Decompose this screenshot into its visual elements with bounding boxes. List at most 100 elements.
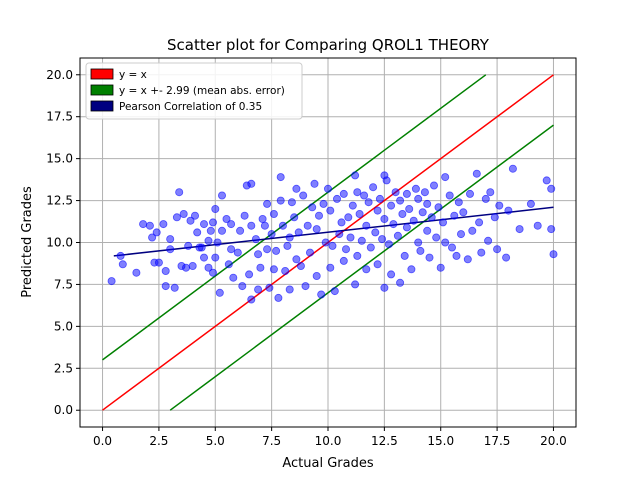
scatter-point — [118, 260, 127, 269]
scatter-point — [204, 236, 213, 245]
scatter-point — [263, 245, 272, 254]
scatter-point — [301, 282, 310, 291]
scatter-point — [256, 263, 265, 272]
scatter-point — [447, 243, 456, 252]
scatter-point — [116, 251, 125, 260]
scatter-point — [206, 226, 215, 235]
scatter-point — [245, 270, 254, 279]
scatter-point — [326, 263, 335, 272]
scatter-point — [321, 238, 330, 247]
scatter-point — [389, 220, 398, 229]
x-axis-ticks: 0.0 2.5 5.0 7.5 10.0 12.5 15.0 17.5 20.0 — [93, 427, 567, 448]
scatter-point — [490, 213, 499, 222]
scatter-point — [152, 228, 161, 237]
scatter-point — [312, 225, 321, 234]
scatter-point — [454, 198, 463, 207]
scatter-point — [213, 238, 222, 247]
scatter-point — [353, 251, 362, 260]
scatter-point — [432, 233, 441, 242]
scatter-point — [351, 171, 360, 180]
scatter-point — [269, 209, 278, 218]
scatter-point — [204, 263, 213, 272]
scatter-point — [508, 164, 517, 173]
y-axis-label: Predicted Grades — [20, 186, 35, 298]
scatter-point — [190, 211, 199, 220]
scatter-point — [215, 288, 224, 297]
scatter-point — [265, 283, 274, 292]
scatter-point — [314, 211, 323, 220]
y-tick-label: 7.5 — [54, 277, 73, 291]
scatter-point — [504, 206, 513, 215]
scatter-point — [371, 228, 380, 237]
scatter-point — [353, 188, 362, 197]
scatter-point — [418, 208, 427, 217]
scatter-point — [416, 246, 425, 255]
scatter-point — [547, 184, 556, 193]
scatter-point — [472, 169, 481, 178]
scatter-point — [393, 231, 402, 240]
scatter-point — [263, 199, 272, 208]
scatter-point — [339, 189, 348, 198]
x-tick-label: 0.0 — [93, 434, 112, 448]
scatter-point — [211, 253, 220, 262]
scatter-point — [217, 226, 226, 235]
scatter-point — [166, 235, 175, 244]
scatter-point — [269, 265, 278, 274]
scatter-point — [380, 171, 389, 180]
scatter-point — [148, 233, 157, 242]
scatter-point — [450, 211, 459, 220]
scatter-point — [493, 245, 502, 254]
y-tick-label: 10.0 — [46, 236, 73, 250]
scatter-point — [423, 226, 432, 235]
scatter-point — [375, 194, 384, 203]
scatter-point — [292, 184, 301, 193]
scatter-point — [154, 258, 163, 267]
scatter-point — [299, 191, 308, 200]
scatter-point — [351, 280, 360, 289]
scatter-point — [179, 209, 188, 218]
scatter-point — [145, 221, 154, 230]
y-axis-ticks: 0.0 2.5 5.0 7.5 10.0 12.5 15.0 17.5 20.0 — [46, 68, 80, 417]
legend-label: Pearson Correlation of 0.35 — [119, 101, 262, 113]
scatter-point — [317, 290, 326, 299]
scatter-point — [380, 283, 389, 292]
scatter-point — [308, 203, 317, 212]
x-tick-label: 17.5 — [484, 434, 511, 448]
scatter-point — [283, 241, 292, 250]
scatter-point — [402, 223, 411, 232]
scatter-point — [294, 228, 303, 237]
scatter-point — [427, 213, 436, 222]
scatter-point — [396, 196, 405, 205]
x-tick-label: 12.5 — [371, 434, 398, 448]
scatter-point — [276, 196, 285, 205]
legend-label: y = x — [119, 69, 147, 81]
scatter-point — [414, 238, 423, 247]
scatter-point — [344, 213, 353, 222]
scatter-point — [429, 181, 438, 190]
scatter-point — [339, 256, 348, 265]
scatter-point — [407, 265, 416, 274]
scatter-point — [208, 218, 217, 227]
scatter-point — [186, 216, 195, 225]
scatter-point — [199, 253, 208, 262]
y-tick-label: 15.0 — [46, 152, 73, 166]
scatter-point — [238, 282, 247, 291]
scatter-point — [177, 261, 186, 270]
scatter-point — [441, 238, 450, 247]
scatter-points — [107, 164, 558, 304]
scatter-point — [323, 184, 332, 193]
scatter-point — [195, 243, 204, 252]
scatter-point — [326, 206, 335, 215]
scatter-point — [346, 233, 355, 242]
scatter-point — [328, 241, 337, 250]
scatter-point — [233, 248, 242, 257]
series-line-2 — [169, 124, 554, 411]
scatter-point — [405, 204, 414, 213]
scatter-point — [161, 266, 170, 275]
x-tick-label: 15.0 — [427, 434, 454, 448]
scatter-point — [484, 236, 493, 245]
legend-swatch — [90, 100, 114, 112]
scatter-point — [364, 198, 373, 207]
scatter-point — [258, 214, 267, 223]
